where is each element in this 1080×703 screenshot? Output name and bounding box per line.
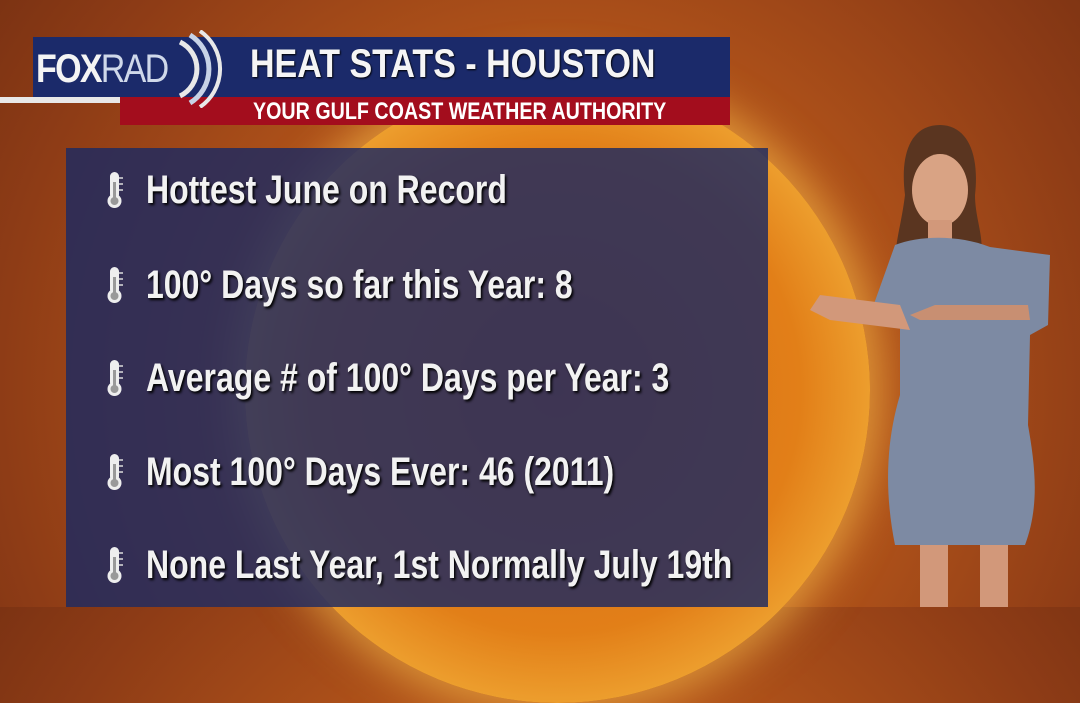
logo-fox: FOX xyxy=(36,46,103,91)
page-title: HEAT STATS - HOUSTON xyxy=(250,42,656,86)
stat-text: None Last Year, 1st Normally July 19th xyxy=(146,542,733,587)
thermometer-icon xyxy=(107,172,123,208)
subtitle-bar xyxy=(120,97,730,125)
foxrad-logo: FOX RAD xyxy=(36,44,169,94)
page-subtitle: YOUR GULF COAST WEATHER AUTHORITY xyxy=(253,98,667,125)
stat-text: Average # of 100° Days per Year: 3 xyxy=(146,355,670,400)
header-bar xyxy=(33,37,730,97)
presenter-image xyxy=(800,125,1080,607)
stat-item: Average # of 100° Days per Year: 3 xyxy=(100,353,800,403)
logo-rad: RAD xyxy=(100,46,169,91)
stat-item: None Last Year, 1st Normally July 19th xyxy=(100,540,879,590)
header-divider xyxy=(0,97,120,103)
thermometer-icon xyxy=(107,454,123,490)
thermometer-icon xyxy=(107,360,123,396)
radar-waves-icon xyxy=(178,30,223,108)
stats-panel xyxy=(66,148,768,607)
stat-text: Most 100° Days Ever: 46 (2011) xyxy=(146,449,615,494)
stat-text: Hottest June on Record xyxy=(146,167,507,212)
thermometer-icon xyxy=(107,547,123,583)
stat-item: 100° Days so far this Year: 8 xyxy=(100,260,679,310)
stat-item: Most 100° Days Ever: 46 (2011) xyxy=(100,447,731,497)
stat-text: 100° Days so far this Year: 8 xyxy=(146,262,573,307)
thermometer-icon xyxy=(107,267,123,303)
stat-item: Hottest June on Record xyxy=(100,165,597,215)
